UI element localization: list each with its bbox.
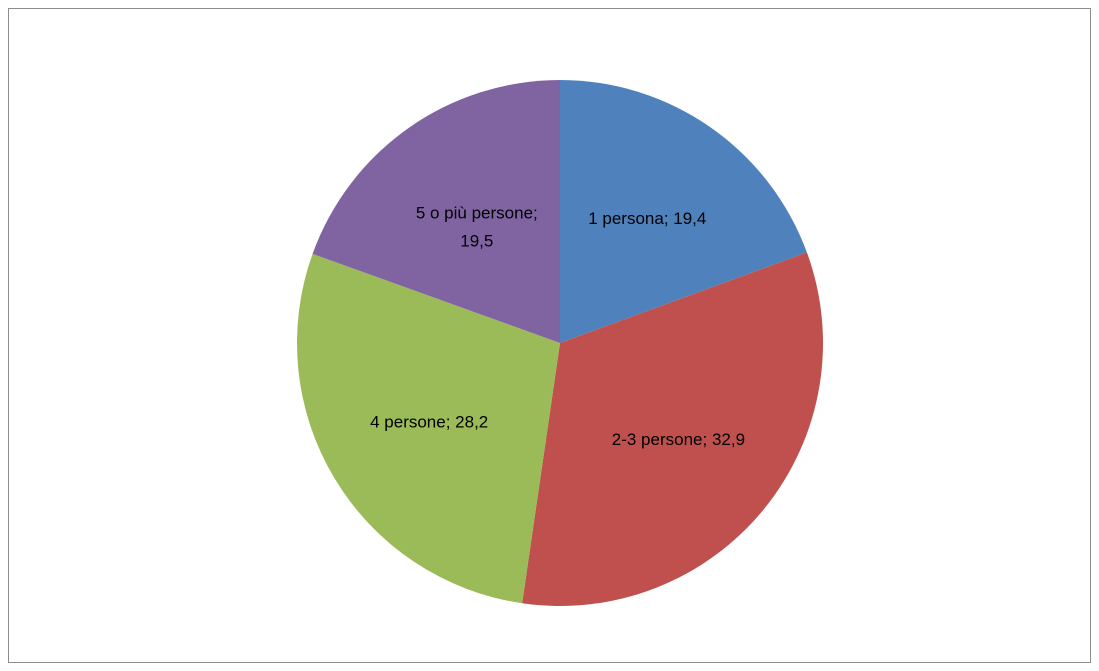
pie-label-3: 4 persone; 28,2	[370, 413, 488, 432]
pie-labels: 1 persona; 19,4 2-3 persone; 32,9 4 person…	[370, 204, 745, 449]
pie-label-4: 5 o più persone; 19,5	[416, 204, 538, 251]
pie-slice-1	[560, 80, 807, 343]
pie-slice-2	[522, 252, 824, 607]
pie-slice-4	[312, 80, 560, 343]
pie-slice-3	[297, 253, 560, 604]
pie-slices	[297, 80, 824, 607]
pie-label-2: 2-3 persone; 32,9	[612, 430, 745, 449]
pie-label-1: 1 persona; 19,4	[588, 209, 706, 228]
